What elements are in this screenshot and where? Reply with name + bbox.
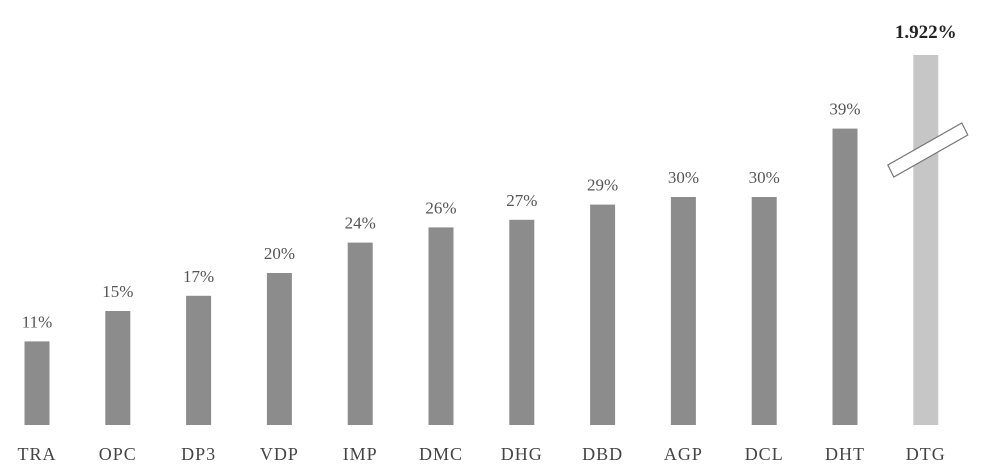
data-label-tra: 11% (22, 312, 53, 331)
x-tick-label-dmc: DMC (419, 444, 463, 464)
bar-dp3 (186, 295, 212, 425)
x-tick-label-dht: DHT (825, 444, 865, 464)
bar-opc (105, 311, 131, 425)
data-label-dht: 39% (829, 100, 860, 119)
x-tick-label-opc: OPC (99, 444, 137, 464)
bar-dht (832, 128, 858, 425)
bar-dhg (509, 219, 535, 425)
data-label-dcl: 30% (749, 168, 780, 187)
bar-tra (24, 341, 50, 425)
x-tick-label-dbd: DBD (582, 444, 623, 464)
data-label-dbd: 29% (587, 176, 618, 195)
bar-agp (670, 197, 696, 425)
data-label-dp3: 17% (183, 267, 214, 286)
axis-break-layer (887, 122, 969, 178)
data-label-dhg: 27% (506, 191, 537, 210)
bar-dbd (590, 204, 616, 425)
data-label-agp: 30% (668, 168, 699, 187)
data-label-imp: 24% (345, 214, 376, 233)
data-label-dmc: 26% (425, 198, 456, 217)
data-label-dtg: 1.922% (895, 22, 957, 43)
bar-dmc (428, 227, 454, 425)
x-tick-label-imp: IMP (343, 444, 378, 464)
x-tick-label-dhg: DHG (501, 444, 543, 464)
x-tick-labels-layer: TRA OPC DP3 VDP IMP DMC DHG DBD AGP DCL DHT DTG (18, 444, 946, 464)
bar-imp (347, 242, 373, 425)
data-labels-layer: 11% 15% 17% 20% 24% 26% 27% 29% 30% 30% 39% 1.922% (22, 22, 957, 331)
data-label-opc: 15% (102, 282, 133, 301)
data-label-vdp: 20% (264, 244, 295, 263)
x-tick-label-dcl: DCL (745, 444, 784, 464)
axis-break-marker (887, 122, 969, 178)
bars-layer (24, 55, 939, 425)
x-tick-label-dtg: DTG (906, 444, 946, 464)
x-tick-label-tra: TRA (18, 444, 57, 464)
x-tick-label-vdp: VDP (260, 444, 299, 464)
bar-vdp (266, 273, 292, 425)
x-tick-label-dp3: DP3 (181, 444, 216, 464)
bar-dtg (913, 55, 939, 425)
x-tick-label-agp: AGP (664, 444, 703, 464)
bar-dcl (751, 197, 777, 425)
